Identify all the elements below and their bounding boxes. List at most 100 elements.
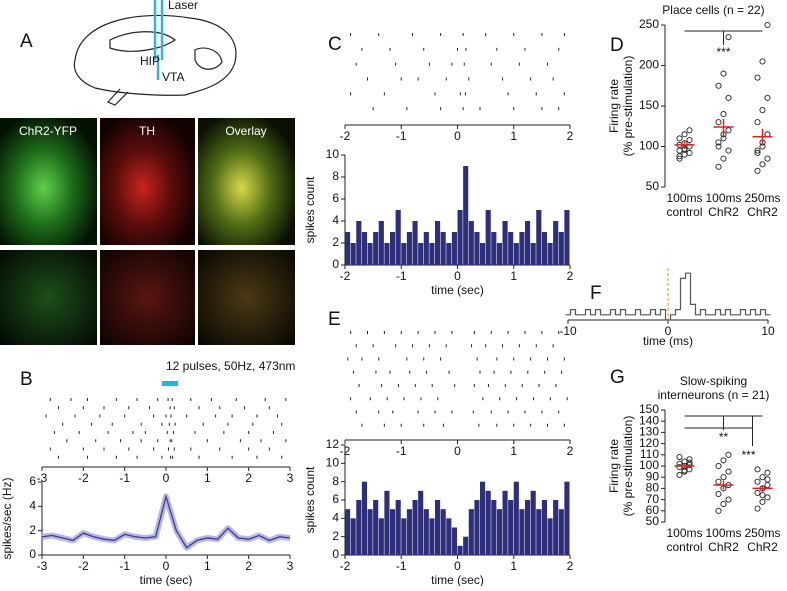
x-tick-label: 0	[454, 444, 461, 458]
point	[725, 451, 732, 458]
chart-title: interneurons (n = 21)	[658, 388, 770, 402]
point	[676, 135, 683, 142]
point	[720, 457, 727, 464]
bar	[401, 518, 407, 555]
bar	[451, 527, 457, 555]
point	[764, 494, 771, 501]
bar	[395, 500, 401, 555]
bar	[429, 518, 435, 555]
y-tick-label: 10	[326, 147, 340, 161]
y-tick-label: 6	[29, 474, 36, 488]
point	[754, 167, 761, 174]
point	[759, 498, 766, 505]
bar	[356, 221, 362, 265]
x-axis-label: time (ms)	[643, 334, 693, 348]
panel-label: D	[610, 35, 624, 56]
bar	[519, 509, 525, 555]
x-tick-sublabel: control	[666, 205, 702, 219]
x-tick-label: 1	[204, 559, 211, 573]
point	[676, 153, 683, 160]
bar	[418, 490, 424, 555]
y-axis-label: (% pre-stimulation)	[621, 416, 635, 517]
x-tick-label: 100ms	[666, 191, 702, 205]
y-tick-label: 10	[326, 456, 340, 470]
y-tick-label: 50	[646, 514, 660, 528]
x-tick-label: 100ms	[705, 191, 741, 205]
x-tick-label: 1	[510, 559, 517, 573]
x-tick-label: 1	[510, 129, 517, 143]
bar	[463, 536, 469, 555]
y-tick-label: 150	[639, 98, 659, 112]
x-tick-label: -10	[559, 324, 577, 338]
bar	[502, 221, 508, 265]
bar	[367, 509, 373, 555]
y-tick-label: 4	[29, 499, 36, 513]
y-tick-label: 2	[332, 235, 339, 249]
micrographs	[0, 118, 295, 345]
y-tick-label: 80	[646, 481, 660, 495]
point	[720, 474, 727, 481]
point	[676, 147, 683, 154]
point	[715, 139, 722, 146]
bar	[564, 481, 570, 555]
bar	[418, 243, 424, 265]
y-tick-label: 50	[646, 179, 660, 193]
point	[720, 111, 727, 118]
bar	[378, 518, 384, 555]
bar	[536, 210, 542, 265]
image-title: ChR2-YFP	[19, 124, 77, 138]
point	[754, 119, 761, 126]
bar	[412, 500, 418, 555]
y-tick-label: 2	[29, 523, 36, 537]
bar	[373, 232, 379, 265]
bar	[468, 221, 474, 265]
point	[686, 127, 693, 134]
hip-label: HIP	[140, 54, 160, 68]
bar	[440, 509, 446, 555]
y-axis-label: (% pre-stimulation)	[621, 56, 635, 157]
y-tick-label: 6	[332, 492, 339, 506]
x-tick-label: -1	[396, 129, 407, 143]
y-tick-label: 120	[639, 436, 659, 450]
y-axis-label: spikes/sec (Hz)	[0, 477, 14, 559]
x-tick-label: 1	[510, 444, 517, 458]
bar	[502, 490, 508, 555]
x-tick-label: 0	[163, 471, 170, 485]
y-tick-label: 8	[332, 169, 339, 183]
point	[759, 492, 766, 499]
point	[686, 136, 693, 144]
y-axis-label: spikes count	[303, 176, 317, 243]
y-tick-label: 12	[326, 437, 340, 451]
bar	[485, 210, 491, 265]
stimulus-bar	[162, 381, 178, 386]
y-tick-label: 100	[639, 458, 659, 472]
x-tick-label: -2	[340, 559, 351, 573]
x-axis-label: time (sec)	[140, 573, 193, 586]
bar	[558, 509, 564, 555]
bar	[496, 243, 502, 265]
bar	[468, 509, 474, 555]
bar	[361, 481, 367, 555]
point	[715, 82, 722, 89]
x-tick-label: 250ms	[744, 526, 780, 540]
bar	[480, 243, 486, 265]
y-tick-label: 0	[29, 547, 36, 561]
point	[759, 161, 766, 168]
x-tick-sublabel: ChR2	[747, 205, 778, 219]
point	[725, 94, 732, 101]
point	[764, 94, 771, 101]
bar	[406, 509, 412, 555]
bar	[356, 500, 362, 555]
x-tick-label: 3	[287, 471, 294, 485]
vta-label: VTA	[162, 70, 184, 84]
y-tick-label: 60	[646, 503, 660, 517]
x-tick-label: 0	[454, 559, 461, 573]
x-tick-label: 100ms	[705, 526, 741, 540]
y-tick-label: 8	[332, 474, 339, 488]
panel-label: F	[590, 283, 602, 304]
x-tick-label: -1	[119, 471, 130, 485]
bar	[429, 243, 435, 265]
x-tick-label: 1	[204, 471, 211, 485]
point	[754, 489, 761, 496]
bar	[553, 500, 559, 555]
